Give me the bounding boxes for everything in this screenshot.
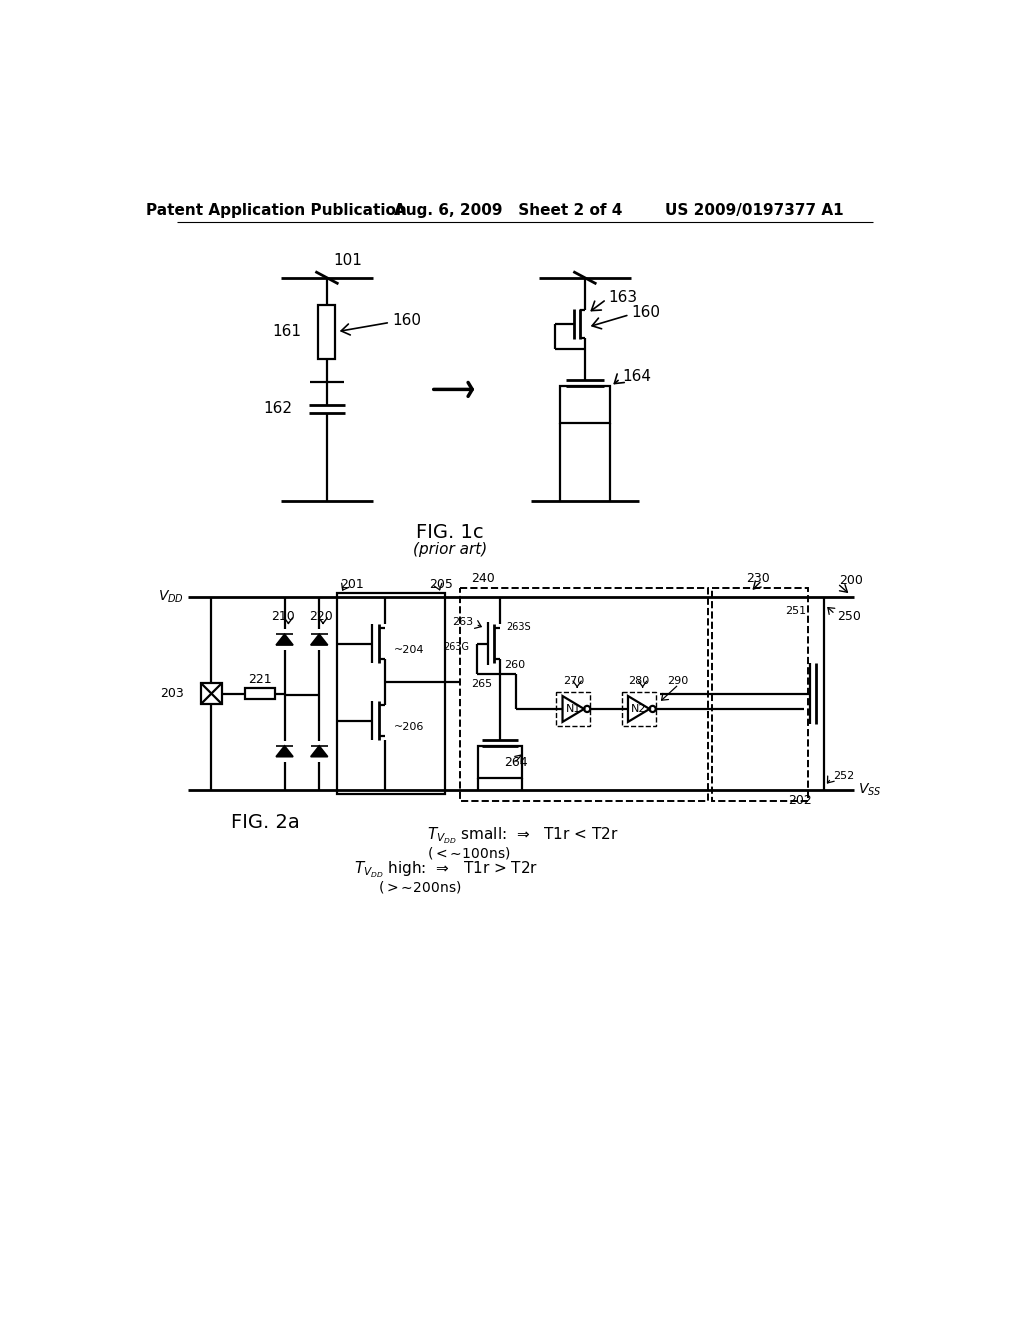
Text: $T_{V_{DD}}$ high:  ⇒   T1r > T2r: $T_{V_{DD}}$ high: ⇒ T1r > T2r <box>354 859 538 880</box>
Text: 263G: 263G <box>443 643 469 652</box>
Text: FIG. 1c: FIG. 1c <box>417 523 484 543</box>
Text: 160: 160 <box>392 313 421 327</box>
Text: 101: 101 <box>333 253 361 268</box>
Text: 201: 201 <box>340 578 365 591</box>
Text: 162: 162 <box>263 401 292 416</box>
Text: 160: 160 <box>631 305 660 319</box>
Text: 251: 251 <box>785 606 807 616</box>
Polygon shape <box>310 746 328 756</box>
Bar <box>201 682 222 705</box>
Text: $(>\!\sim\!200\mathrm{ns})$: $(>\!\sim\!200\mathrm{ns})$ <box>379 879 462 895</box>
Text: ~204: ~204 <box>394 644 424 655</box>
Text: 221: 221 <box>248 673 271 686</box>
Bar <box>337 594 444 793</box>
Text: 220: 220 <box>309 610 333 623</box>
Text: 200: 200 <box>839 574 863 587</box>
Text: 290: 290 <box>667 676 688 686</box>
Text: 202: 202 <box>788 795 812 807</box>
Bar <box>712 589 808 801</box>
Text: $V_{SS}$: $V_{SS}$ <box>858 781 882 799</box>
Polygon shape <box>276 635 293 645</box>
Text: 230: 230 <box>746 573 770 585</box>
Polygon shape <box>310 635 328 645</box>
Text: 263S: 263S <box>506 622 531 631</box>
Text: 164: 164 <box>622 368 651 384</box>
Text: 260: 260 <box>504 660 525 671</box>
Text: (prior art): (prior art) <box>413 543 487 557</box>
Text: ~206: ~206 <box>394 722 424 731</box>
Bar <box>460 589 708 801</box>
Bar <box>478 746 522 779</box>
Text: FIG. 2a: FIG. 2a <box>231 813 300 832</box>
Text: 210: 210 <box>271 610 295 623</box>
Text: Aug. 6, 2009   Sheet 2 of 4: Aug. 6, 2009 Sheet 2 of 4 <box>393 203 622 218</box>
Text: 205: 205 <box>429 578 453 591</box>
Text: 270: 270 <box>562 676 584 686</box>
Text: $T_{V_{DD}}$ small:  ⇒   T1r < T2r: $T_{V_{DD}}$ small: ⇒ T1r < T2r <box>427 826 618 846</box>
Bar <box>318 305 336 359</box>
Text: 203: 203 <box>160 686 183 700</box>
Text: US 2009/0197377 A1: US 2009/0197377 A1 <box>665 203 844 218</box>
Bar <box>245 688 275 700</box>
Text: N1: N1 <box>565 704 581 714</box>
Text: Patent Application Publication: Patent Application Publication <box>146 203 408 218</box>
Text: 280: 280 <box>628 676 649 686</box>
Polygon shape <box>276 746 293 756</box>
Text: 250: 250 <box>838 610 861 623</box>
Bar <box>622 692 655 726</box>
Text: 252: 252 <box>833 771 854 781</box>
Bar <box>556 692 590 726</box>
Text: 240: 240 <box>471 573 495 585</box>
Text: 265: 265 <box>471 678 493 689</box>
Text: 163: 163 <box>608 289 637 305</box>
Bar <box>560 387 610 424</box>
Text: 264: 264 <box>504 755 527 768</box>
Text: 263: 263 <box>452 616 473 627</box>
Text: $(<\!\sim\!100\mathrm{ns})$: $(<\!\sim\!100\mathrm{ns})$ <box>427 845 511 861</box>
Text: N2: N2 <box>631 704 646 714</box>
Text: $V_{DD}$: $V_{DD}$ <box>159 589 184 606</box>
Text: 161: 161 <box>272 325 301 339</box>
